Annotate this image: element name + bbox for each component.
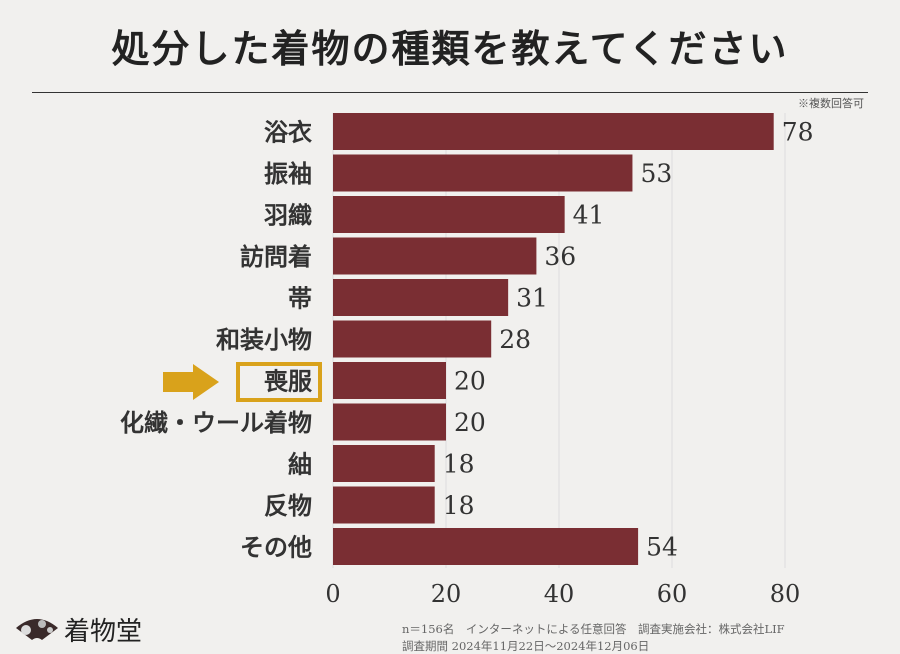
category-label: その他 xyxy=(240,533,312,562)
x-tick-label: 40 xyxy=(544,580,575,608)
footer-survey-period: 調査期間 2024年11月22日～2024年12月06日 xyxy=(402,639,650,653)
bar xyxy=(333,486,435,524)
category-label: 喪服 xyxy=(264,367,313,396)
data-label: 41 xyxy=(573,201,605,230)
category-label: 羽織 xyxy=(264,201,312,230)
fan-icon xyxy=(16,619,58,640)
data-label: 20 xyxy=(454,367,486,396)
category-label: 浴衣 xyxy=(264,118,312,147)
data-label: 53 xyxy=(640,159,672,188)
arrow-icon xyxy=(163,364,219,400)
category-label: 和装小物 xyxy=(216,325,312,354)
title-divider xyxy=(32,92,868,93)
data-label: 20 xyxy=(454,408,486,437)
data-label: 28 xyxy=(499,325,531,354)
bar xyxy=(333,528,639,565)
category-label: 紬 xyxy=(288,450,312,479)
data-label: 78 xyxy=(782,118,814,147)
x-tick-label: 0 xyxy=(325,580,340,608)
x-tick-label: 20 xyxy=(431,580,462,608)
bar xyxy=(333,237,537,275)
chart-title: 処分した着物の種類を教えてください xyxy=(111,26,789,71)
x-tick-label: 60 xyxy=(657,580,688,608)
data-label: 18 xyxy=(443,491,475,520)
data-label: 18 xyxy=(443,450,475,479)
bar xyxy=(333,445,435,482)
bar xyxy=(333,279,509,316)
category-label: 反物 xyxy=(264,491,312,520)
category-label: 帯 xyxy=(288,284,312,313)
data-label: 54 xyxy=(646,533,678,562)
bar xyxy=(333,154,633,192)
category-label: 訪問着 xyxy=(240,242,312,271)
bar xyxy=(333,403,446,441)
data-label: 31 xyxy=(516,284,548,313)
category-label: 化繊・ウール着物 xyxy=(120,408,312,437)
data-label: 36 xyxy=(544,242,576,271)
highlight-box xyxy=(236,362,322,402)
footer-survey-info: n＝156名 インターネットによる任意回答 調査実施会社：株式会社LIF xyxy=(402,622,785,636)
x-tick-label: 80 xyxy=(770,580,801,608)
bar xyxy=(333,362,446,399)
bar xyxy=(333,113,774,150)
bar xyxy=(333,320,492,358)
bar xyxy=(333,196,565,233)
category-label: 振袖 xyxy=(264,159,312,188)
chart-note: ※複数回答可 xyxy=(798,97,864,110)
brand-name: 着物堂 xyxy=(64,617,143,647)
